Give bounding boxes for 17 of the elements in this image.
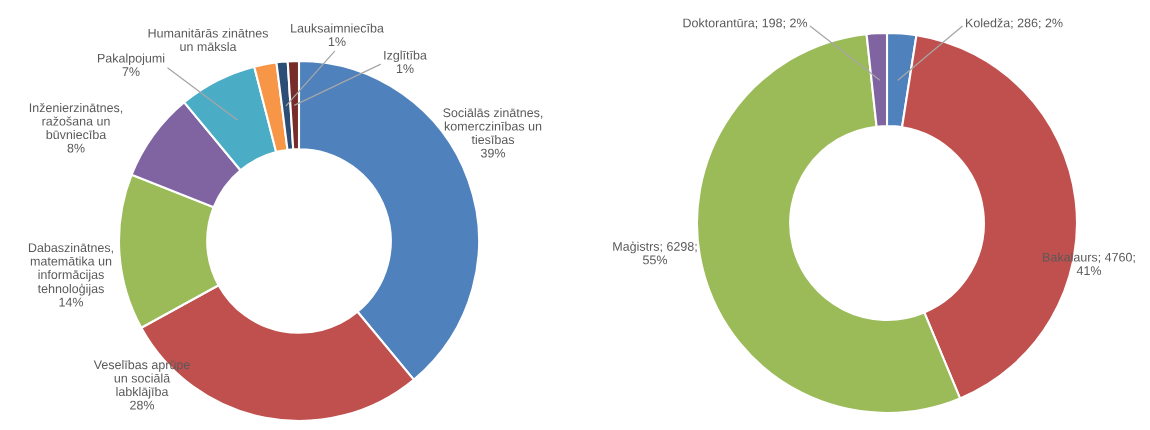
slice-label: Izglītība: [384, 50, 427, 63]
slice-label: Maģistrs; 6298; 55%: [613, 241, 697, 265]
slice-label: Humanitārās zinātnes un māksla: [148, 28, 268, 52]
data-label: 1%: [396, 64, 414, 74]
data-label: 39%: [480, 148, 506, 158]
data-label: 28%: [130, 400, 155, 410]
slice-label: Pakalpojumi: [97, 53, 165, 66]
slice-label: Sociālās zinātnes, komerczinības un tiesības: [443, 107, 543, 145]
data-label: 7%: [122, 67, 140, 77]
data-label: 1%: [328, 37, 346, 47]
slice-label: Lauksaimniecība: [291, 23, 384, 33]
slice-label: Koledža; 286; 2%: [966, 18, 1063, 29]
slice-label: Doktorantūra; 198; 2%: [683, 18, 808, 29]
data-label: 14%: [59, 297, 84, 307]
slice-label: Dabaszinātnes, matemātika un informācijas tehnoloģijas: [28, 242, 113, 296]
slice-label: Inženierzinātnes, ražošana un būvniecība: [29, 102, 123, 140]
data-label: 8%: [67, 143, 85, 153]
